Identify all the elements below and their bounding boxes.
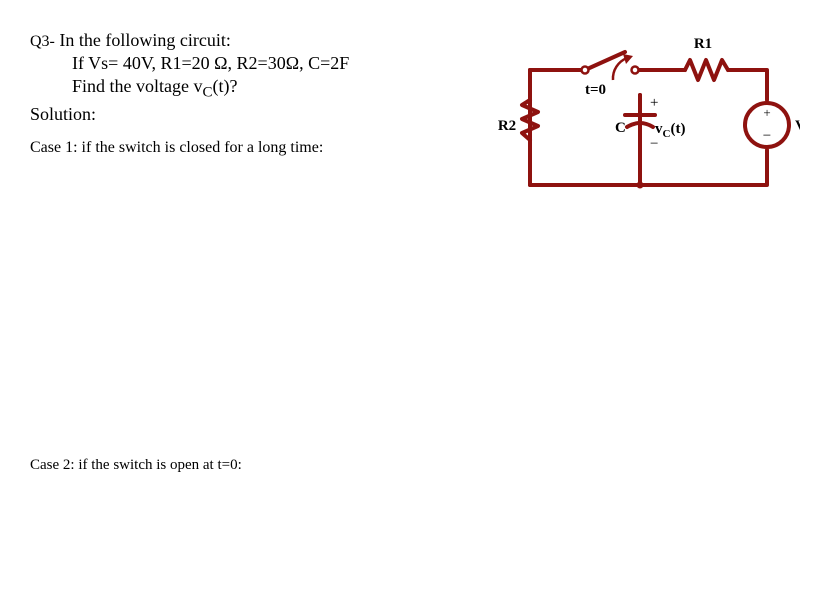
case-2: Case 2: if the switch is open at t=0: (30, 457, 809, 474)
svg-text:+: + (650, 95, 658, 111)
circuit-diagram: R1 R2 t=0 + − C vC(t) Vs + − (495, 30, 800, 200)
svg-text:R2: R2 (498, 118, 516, 134)
svg-text:+: + (763, 105, 770, 120)
q-line1-text: In the following circuit: (59, 30, 230, 50)
svg-text:Vs: Vs (795, 118, 800, 134)
svg-text:R1: R1 (694, 36, 712, 52)
svg-text:−: − (650, 136, 658, 152)
svg-text:t=0: t=0 (585, 82, 606, 98)
svg-text:−: − (763, 128, 771, 144)
svg-text:C: C (615, 120, 626, 136)
svg-text:vC(t): vC(t) (655, 121, 685, 140)
question-number: Q3- (30, 33, 55, 50)
